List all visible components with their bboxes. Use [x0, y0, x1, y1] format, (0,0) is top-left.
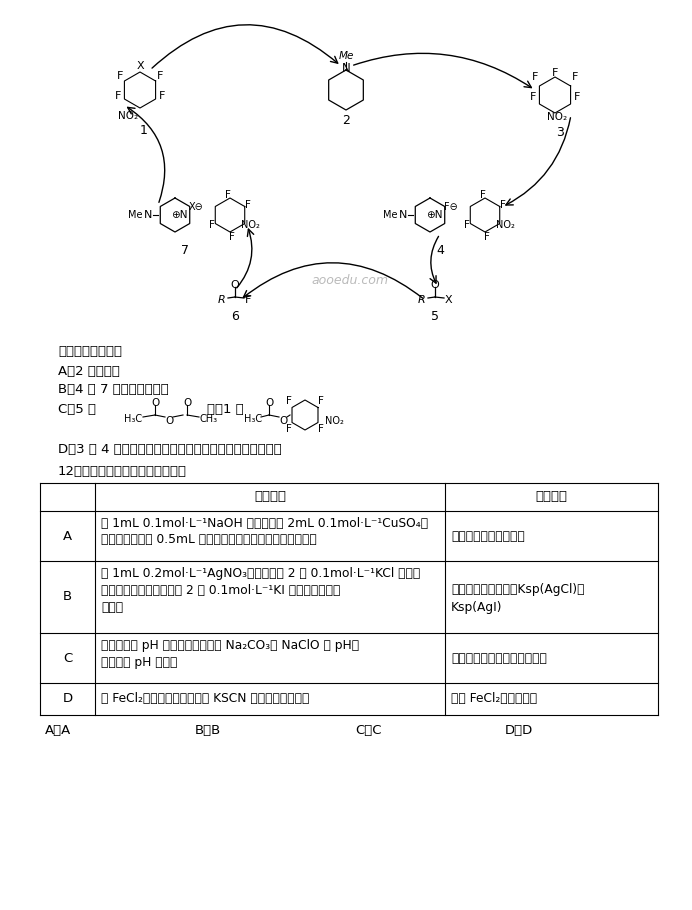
- Text: F: F: [318, 396, 324, 406]
- Text: H₃C: H₃C: [124, 414, 142, 424]
- Text: C．5 为: C．5 为: [58, 403, 96, 416]
- Text: 产生白色沉淀后，再滴加 2 滴 0.1mol·L⁻¹KI 溶液，又生成黄: 产生白色沉淀后，再滴加 2 滴 0.1mol·L⁻¹KI 溶液，又生成黄: [101, 584, 340, 597]
- Text: F: F: [286, 424, 292, 434]
- Text: B: B: [63, 591, 72, 603]
- Text: F: F: [530, 92, 536, 102]
- Text: 向 1mL 0.2mol·L⁻¹AgNO₃溶液中滴入 2 滴 0.1mol·L⁻¹KCl 溶液，: 向 1mL 0.2mol·L⁻¹AgNO₃溶液中滴入 2 滴 0.1mol·L⁻…: [101, 567, 420, 580]
- Text: 证明碳元素的非金属性弱于氯: 证明碳元素的非金属性弱于氯: [451, 652, 547, 664]
- Text: NO₂: NO₂: [495, 220, 514, 230]
- Text: F: F: [117, 71, 123, 81]
- Text: D: D: [62, 693, 73, 705]
- Text: X⊖: X⊖: [189, 202, 203, 212]
- Text: F: F: [318, 424, 324, 434]
- Text: D．3 向 4 的转化过程中有非极性键与极性键的断裂与形成: D．3 向 4 的转化过程中有非极性键与极性键的断裂与形成: [58, 443, 282, 456]
- Text: Me: Me: [338, 51, 354, 61]
- Text: O: O: [279, 416, 287, 426]
- Text: ⊕N: ⊕N: [426, 210, 442, 220]
- Text: F: F: [209, 220, 215, 230]
- Text: O: O: [165, 416, 173, 426]
- Text: B．B: B．B: [195, 724, 221, 737]
- Text: CH₃: CH₃: [200, 414, 218, 424]
- Text: F: F: [158, 91, 165, 101]
- Text: aooedu.com: aooedu.com: [311, 274, 388, 287]
- Text: C．C: C．C: [355, 724, 381, 737]
- Text: 时，1 是: 时，1 是: [207, 403, 244, 416]
- Text: F: F: [245, 295, 251, 305]
- Text: NO₂: NO₂: [547, 112, 567, 122]
- Text: 向 1mL 0.1mol·L⁻¹NaOH 溶液中加入 2mL 0.1mol·L⁻¹CuSO₄溶: 向 1mL 0.1mol·L⁻¹NaOH 溶液中加入 2mL 0.1mol·L⁻…: [101, 517, 428, 530]
- Text: F: F: [245, 200, 251, 210]
- Text: 实验内容: 实验内容: [254, 490, 286, 503]
- Text: F: F: [229, 232, 235, 242]
- Text: 4: 4: [436, 245, 444, 258]
- Text: Ksp(AgI): Ksp(AgI): [451, 601, 502, 613]
- Text: 将 FeCl₂样品溶于盐酸，滴加 KSCN 溶液，溶液变红色: 将 FeCl₂样品溶于盐酸，滴加 KSCN 溶液，溶液变红色: [101, 693, 309, 705]
- Text: A．2 是催化剂: A．2 是催化剂: [58, 365, 120, 378]
- Text: F: F: [552, 68, 558, 78]
- Text: A: A: [63, 530, 72, 542]
- Text: 5: 5: [431, 310, 439, 323]
- Text: NO₂: NO₂: [325, 416, 344, 426]
- Text: C: C: [63, 652, 72, 664]
- Text: ⊕N: ⊕N: [171, 210, 188, 220]
- Text: NO₂: NO₂: [241, 220, 260, 230]
- Text: D．D: D．D: [505, 724, 534, 737]
- Text: X: X: [444, 295, 452, 305]
- Text: X: X: [136, 61, 144, 71]
- Text: 7: 7: [181, 245, 189, 258]
- Text: O: O: [230, 280, 239, 290]
- Text: 3: 3: [556, 126, 564, 139]
- Text: F⊖: F⊖: [444, 202, 458, 212]
- Text: N: N: [399, 210, 407, 220]
- Text: 1: 1: [140, 124, 148, 136]
- Text: R: R: [218, 295, 226, 305]
- Text: 证明 FeCl₂样品已变质: 证明 FeCl₂样品已变质: [451, 693, 537, 705]
- Text: 实验目的: 实验目的: [536, 490, 567, 503]
- Text: O: O: [265, 398, 273, 408]
- Text: F: F: [500, 200, 506, 210]
- Text: F: F: [480, 190, 486, 200]
- Text: 6: 6: [231, 310, 239, 323]
- Text: 室温下，用 pH 试纸测定同浓度的 Na₂CO₃与 NaClO 的 pH，: 室温下，用 pH 试纸测定同浓度的 Na₂CO₃与 NaClO 的 pH，: [101, 639, 359, 652]
- Text: F: F: [572, 72, 579, 82]
- Text: F: F: [574, 92, 580, 102]
- Text: 证明在相同温度下，Ksp(AgCl)＞: 证明在相同温度下，Ksp(AgCl)＞: [451, 582, 585, 595]
- Text: F: F: [286, 396, 292, 406]
- Text: 证明葡萄糖中不含醛基: 证明葡萄糖中不含醛基: [451, 530, 525, 542]
- Text: F: F: [532, 72, 538, 82]
- Text: 下列说法错误的是: 下列说法错误的是: [58, 345, 122, 358]
- Text: O: O: [183, 398, 191, 408]
- Text: A．A: A．A: [45, 724, 71, 737]
- Text: R: R: [418, 295, 426, 305]
- Text: Me: Me: [128, 210, 143, 220]
- Text: NO₂: NO₂: [118, 111, 138, 121]
- Text: H₃C: H₃C: [244, 414, 262, 424]
- Text: 色沉淀: 色沉淀: [101, 601, 123, 614]
- Text: B．4 和 7 都是反应中间体: B．4 和 7 都是反应中间体: [58, 383, 169, 396]
- Text: O: O: [430, 280, 439, 290]
- Text: O: O: [151, 398, 159, 408]
- Text: F: F: [225, 190, 231, 200]
- Text: Me: Me: [383, 210, 397, 220]
- Text: F: F: [157, 71, 163, 81]
- Text: F: F: [115, 91, 121, 101]
- Text: F: F: [464, 220, 470, 230]
- Text: N: N: [144, 210, 152, 220]
- Text: 液，振荡后滴加 0.5mL 葡萄糖溶液，加热后未出现红色沉淀: 液，振荡后滴加 0.5mL 葡萄糖溶液，加热后未出现红色沉淀: [101, 533, 317, 546]
- Text: F: F: [484, 232, 490, 242]
- Text: N: N: [342, 62, 350, 75]
- Text: 2: 2: [342, 114, 350, 126]
- Text: 12．下列实验能达到预期目的的是: 12．下列实验能达到预期目的的是: [58, 465, 187, 478]
- Text: 比较二者 pH 的大小: 比较二者 pH 的大小: [101, 656, 177, 669]
